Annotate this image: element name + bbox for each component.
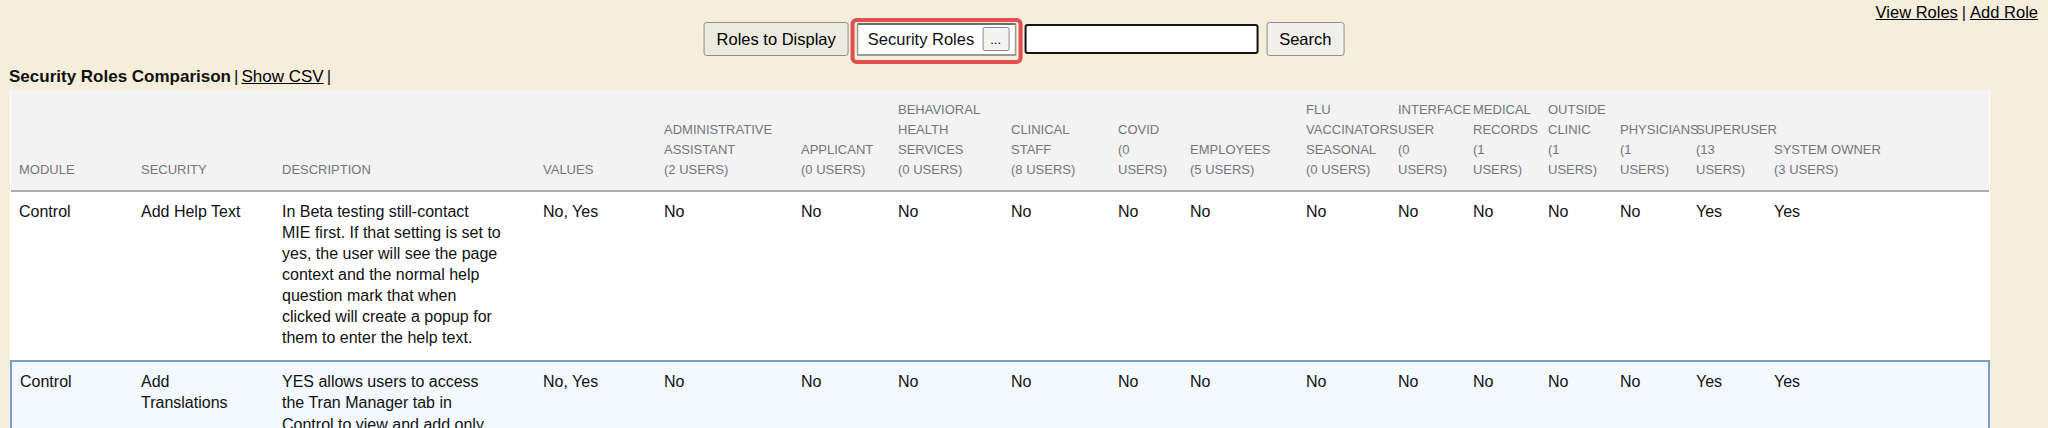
cell-role-value: No (1390, 361, 1465, 428)
role-user-count: (0 USERS) (1118, 140, 1176, 180)
roles-picker-wrap: Security Roles ... (857, 23, 1016, 56)
role-user-count: (0 USERS) (898, 160, 997, 180)
role-column-header: FLU VACCINATORS SEASONAL(0 USERS) (1298, 90, 1390, 191)
column-header-module: MODULE (11, 90, 133, 191)
role-name: PHYSICIANS (1620, 120, 1682, 140)
role-name: CLINICAL STAFF (1011, 120, 1104, 160)
role-column-header: EMPLOYEES(5 USERS) (1182, 90, 1298, 191)
role-name: MEDICAL RECORDS (1473, 100, 1534, 140)
search-button[interactable]: Search (1266, 22, 1344, 56)
title-divider-1: | (231, 67, 241, 86)
roles-to-display-button[interactable]: Roles to Display (704, 22, 849, 56)
role-column-header: COVID(0 USERS) (1110, 90, 1182, 191)
role-user-count: (5 USERS) (1190, 160, 1292, 180)
role-name: ADMINISTRATIVE ASSISTANT (664, 120, 787, 160)
column-header-security: SECURITY (133, 90, 274, 191)
role-user-count: (2 USERS) (664, 160, 787, 180)
role-user-count: (1 USERS) (1620, 140, 1682, 180)
cell-role-value: No (1182, 191, 1298, 362)
cell-role-value: No (1003, 361, 1110, 428)
role-column-header: SYSTEM OWNER(3 USERS) (1766, 90, 1989, 191)
cell-role-value: No (1182, 361, 1298, 428)
role-column-header: SUPERUSER(13 USERS) (1688, 90, 1766, 191)
cell-role-value: No (656, 361, 793, 428)
cell-role-value: No (1003, 191, 1110, 362)
cell-role-value: No (1612, 361, 1688, 428)
link-divider: | (1958, 3, 1970, 21)
cell-role-value: No (1612, 191, 1688, 362)
cell-role-value: No (1110, 191, 1182, 362)
role-column-header: CLINICAL STAFF(8 USERS) (1003, 90, 1110, 191)
role-column-header: PHYSICIANS(1 USERS) (1612, 90, 1688, 191)
role-name: BEHAVIORAL HEALTH SERVICES (898, 100, 997, 160)
page-header: View Roles|Add Role Roles to Display Sec… (0, 0, 2048, 90)
show-csv-link[interactable]: Show CSV (241, 67, 323, 86)
page-title: Security Roles Comparison (9, 67, 231, 86)
cell-values: No, Yes (535, 361, 656, 428)
role-user-count: (0 USERS) (801, 160, 884, 180)
role-column-header: OUTSIDE CLINIC(1 USERS) (1540, 90, 1612, 191)
roles-toolbar: Roles to Display Security Roles ... Sear… (704, 22, 1345, 56)
header-actions: View Roles|Add Role (1876, 3, 2038, 22)
role-name: SYSTEM OWNER (1774, 140, 1983, 160)
cell-role-value: No (793, 361, 890, 428)
cell-module: Control (11, 191, 133, 362)
cell-role-value: No (890, 191, 1003, 362)
role-name: SUPERUSER (1696, 120, 1760, 140)
cell-description: In Beta testing still-contact MIE first.… (274, 191, 535, 362)
cell-role-value: No (1540, 361, 1612, 428)
add-role-link[interactable]: Add Role (1970, 3, 2038, 21)
roles-picker-ellipsis-button[interactable]: ... (982, 27, 1009, 51)
cell-description: YES allows users to access the Tran Mana… (274, 361, 535, 428)
cell-role-value: Yes (1688, 191, 1766, 362)
roles-picker-value: Security Roles (868, 30, 974, 49)
security-roles-comparison-table: MODULESECURITYDESCRIPTIONVALUESADMINISTR… (10, 90, 1990, 428)
column-header-description: DESCRIPTION (274, 90, 535, 191)
roles-picker-field[interactable]: Security Roles ... (857, 23, 1016, 56)
role-name: APPLICANT (801, 140, 884, 160)
search-input[interactable] (1024, 24, 1258, 54)
cell-role-value: No (1465, 361, 1540, 428)
cell-role-value: No (1298, 191, 1390, 362)
cell-role-value: No (1540, 191, 1612, 362)
role-name: FLU VACCINATORS SEASONAL (1306, 100, 1384, 160)
title-bar: Security Roles Comparison|Show CSV| (9, 67, 334, 87)
role-name: EMPLOYEES (1190, 140, 1292, 160)
role-user-count: (8 USERS) (1011, 160, 1104, 180)
cell-role-value: No (1390, 191, 1465, 362)
role-column-header: APPLICANT(0 USERS) (793, 90, 890, 191)
table-row[interactable]: ControlAdd Help TextIn Beta testing stil… (11, 191, 1989, 362)
cell-role-value: No (1465, 191, 1540, 362)
role-user-count: (3 USERS) (1774, 160, 1983, 180)
cell-role-value: No (656, 191, 793, 362)
view-roles-link[interactable]: View Roles (1876, 3, 1958, 21)
cell-role-value: No (1110, 361, 1182, 428)
table-header-row: MODULESECURITYDESCRIPTIONVALUESADMINISTR… (11, 90, 1989, 191)
role-user-count: (0 USERS) (1306, 160, 1384, 180)
role-user-count: (0 USERS) (1398, 140, 1459, 180)
role-column-header: MEDICAL RECORDS(1 USERS) (1465, 90, 1540, 191)
title-divider-2: | (324, 67, 334, 86)
role-user-count: (1 USERS) (1548, 140, 1606, 180)
cell-role-value: Yes (1688, 361, 1766, 428)
role-column-header: INTERFACE USER(0 USERS) (1390, 90, 1465, 191)
cell-role-value: Yes (1766, 191, 1989, 362)
column-header-values: VALUES (535, 90, 656, 191)
role-column-header: BEHAVIORAL HEALTH SERVICES(0 USERS) (890, 90, 1003, 191)
cell-role-value: No (793, 191, 890, 362)
role-user-count: (13 USERS) (1696, 140, 1760, 180)
cell-role-value: Yes (1766, 361, 1989, 428)
role-column-header: ADMINISTRATIVE ASSISTANT(2 USERS) (656, 90, 793, 191)
cell-role-value: No (1298, 361, 1390, 428)
role-name: INTERFACE USER (1398, 100, 1459, 140)
cell-values: No, Yes (535, 191, 656, 362)
cell-module: Control (11, 361, 133, 428)
role-name: COVID (1118, 120, 1176, 140)
cell-security: Add Help Text (133, 191, 274, 362)
cell-role-value: No (890, 361, 1003, 428)
table-row[interactable]: ControlAdd TranslationsYES allows users … (11, 361, 1989, 428)
role-name: OUTSIDE CLINIC (1548, 100, 1606, 140)
role-user-count: (1 USERS) (1473, 140, 1534, 180)
cell-security: Add Translations (133, 361, 274, 428)
